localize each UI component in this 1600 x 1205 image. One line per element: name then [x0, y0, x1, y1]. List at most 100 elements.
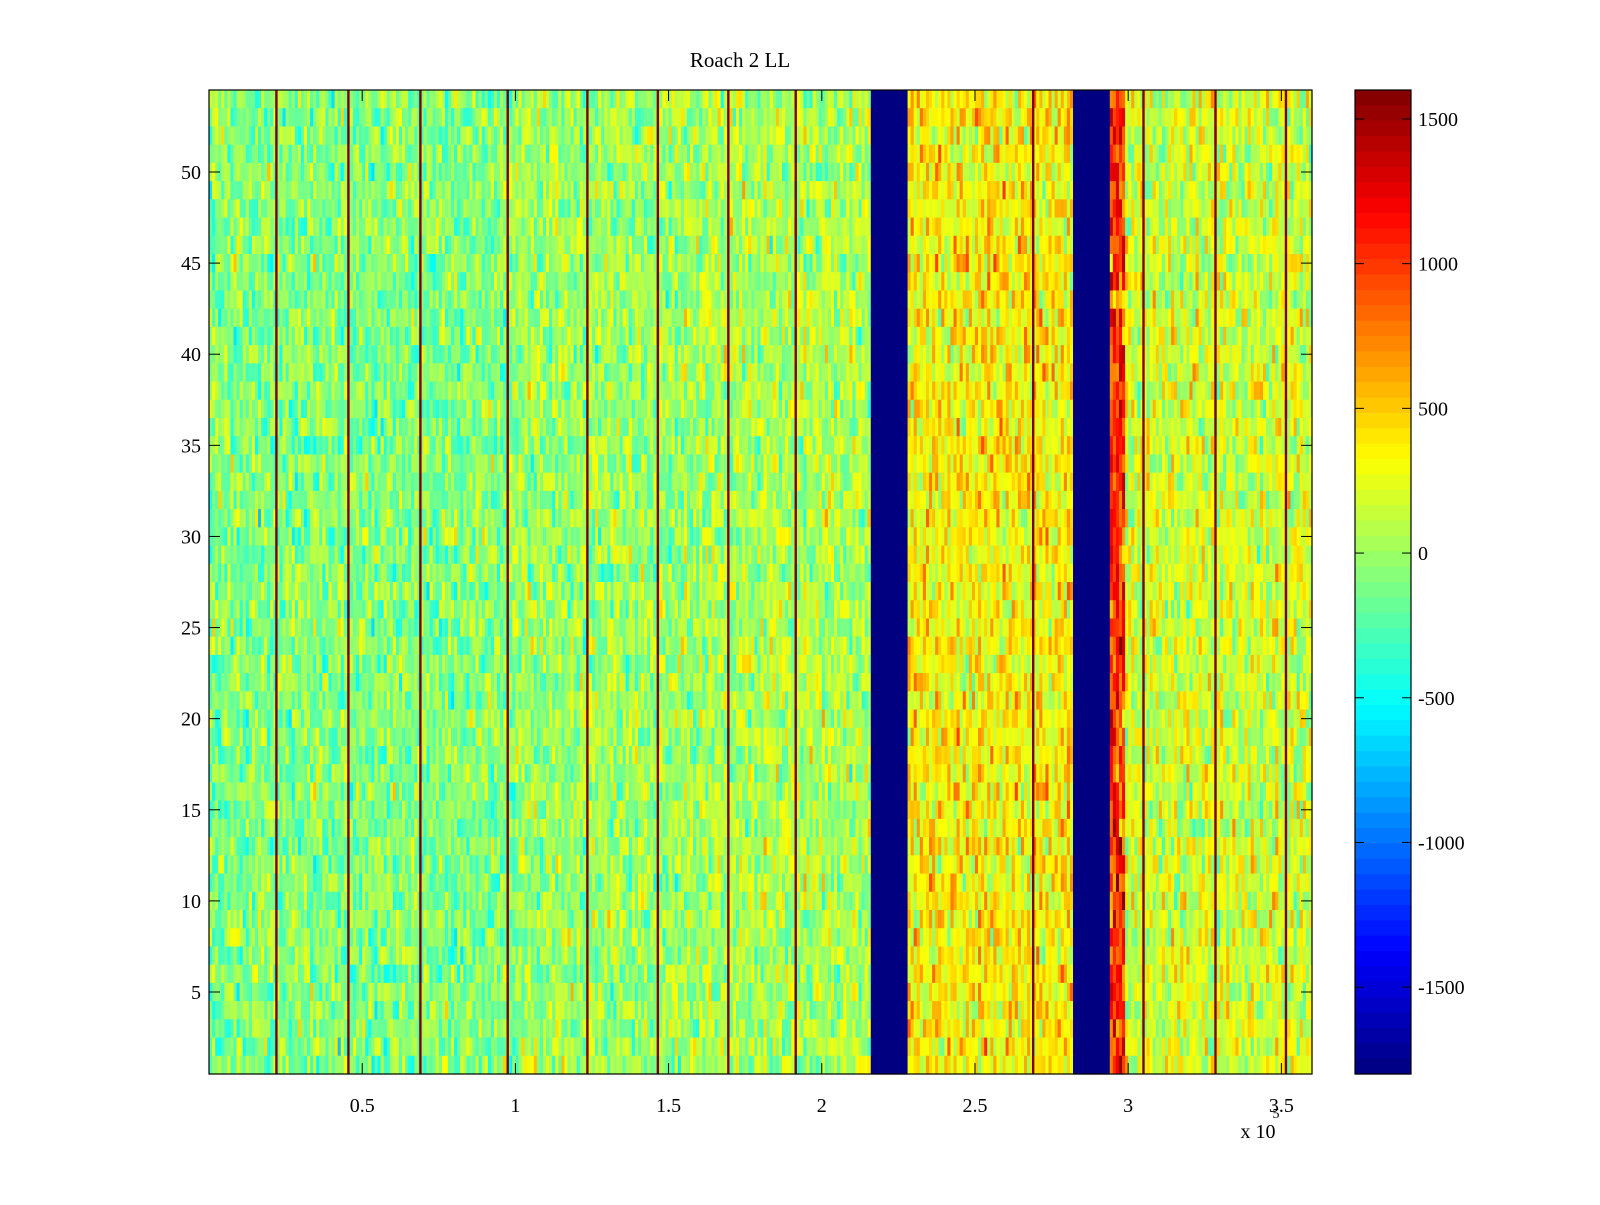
heatmap-cell: [696, 144, 700, 164]
heatmap-cell: [619, 144, 624, 164]
heatmap-cell: [224, 181, 228, 200]
heatmap-cell: [340, 199, 345, 219]
heatmap-cell: [310, 181, 314, 200]
heatmap-cell: [668, 108, 673, 128]
heatmap-cell: [447, 199, 452, 219]
heatmap-cell: [1020, 126, 1025, 146]
heatmap-cell: [809, 144, 814, 164]
heatmap-cell: [616, 199, 621, 219]
heatmap-cell: [631, 108, 636, 128]
heatmap-cell: [224, 90, 228, 109]
heatmap-cell: [1057, 162, 1062, 182]
heatmap-cell: [631, 144, 636, 164]
heatmap-cell: [1272, 90, 1276, 109]
heatmap-cell: [610, 181, 615, 200]
heatmap-cell: [539, 108, 544, 128]
heatmap-cell: [1011, 108, 1016, 128]
heatmap-cell: [297, 181, 302, 200]
heatmap-cell: [331, 144, 336, 164]
heatmap-cell: [389, 90, 394, 109]
heatmap-cell: [1161, 126, 1166, 146]
heatmap-cell: [772, 90, 777, 109]
heatmap-cell: [898, 162, 903, 182]
heatmap-cell: [1057, 181, 1062, 200]
heatmap-cell: [1011, 90, 1016, 109]
heatmap-cell: [267, 126, 271, 146]
heatmap-cell: [365, 199, 369, 219]
heatmap-cell: [1137, 181, 1142, 200]
heatmap-cell: [714, 181, 719, 200]
heatmap-cell: [221, 108, 225, 128]
heatmap-cell: [221, 144, 225, 164]
heatmap-cell: [463, 162, 467, 182]
heatmap-cell: [607, 144, 611, 164]
heatmap-cell: [1207, 90, 1212, 109]
heatmap-cell: [1042, 90, 1047, 109]
heatmap-cell: [830, 108, 835, 128]
heatmap-cell: [812, 90, 817, 109]
heatmap-cell: [1275, 144, 1279, 164]
heatmap-cell: [742, 126, 746, 146]
heatmap-cell: [438, 144, 443, 164]
heatmap-cell: [411, 199, 415, 219]
heatmap-cell: [938, 162, 942, 182]
heatmap-cell: [1079, 181, 1083, 200]
heatmap-cell: [1195, 181, 1200, 200]
heatmap-cell: [693, 90, 697, 109]
heatmap-cell: [466, 144, 471, 164]
heatmap-cell: [913, 108, 918, 128]
heatmap-cell: [549, 144, 553, 164]
heatmap-cell: [343, 108, 348, 128]
heatmap-cell: [356, 162, 360, 182]
heatmap-cell: [245, 162, 250, 182]
heatmap-cell: [1017, 162, 1022, 182]
heatmap-cell: [889, 90, 893, 109]
heatmap-cell: [239, 90, 244, 109]
heatmap-cell: [353, 126, 357, 146]
heatmap-cell: [690, 144, 694, 164]
heatmap-cell: [1183, 162, 1187, 182]
heatmap-cell: [481, 126, 486, 146]
heatmap-cell: [916, 90, 921, 109]
heatmap-cell: [248, 199, 253, 219]
heatmap-cell: [870, 126, 875, 146]
heatmap-cell: [1045, 90, 1050, 109]
heatmap-cell: [1287, 90, 1292, 109]
heatmap-cell: [490, 126, 495, 146]
heatmap-cell: [610, 126, 615, 146]
heatmap-cell: [895, 126, 899, 146]
heatmap-cell: [490, 199, 495, 219]
heatmap-cell: [1131, 144, 1135, 164]
heatmap-cell: [518, 181, 523, 200]
heatmap-cell: [895, 108, 899, 128]
heatmap-cell: [1115, 144, 1120, 164]
heatmap-cell: [693, 126, 697, 146]
heatmap-cell: [1226, 90, 1230, 109]
heatmap-cell: [1192, 108, 1197, 128]
heatmap-cell: [720, 108, 725, 128]
heatmap-cell: [579, 108, 584, 128]
heatmap-cell: [1210, 144, 1215, 164]
heatmap-cell: [1060, 181, 1065, 200]
heatmap-cell: [300, 126, 305, 146]
heatmap-cell: [696, 126, 700, 146]
heatmap-cell: [680, 162, 685, 182]
heatmap-cell: [785, 108, 789, 128]
heatmap-cell: [1155, 90, 1160, 109]
heatmap-cell: [797, 108, 801, 128]
heatmap-cell: [668, 126, 673, 146]
heatmap-cell: [420, 181, 425, 200]
heatmap-cell: [1241, 108, 1246, 128]
heatmap-cell: [224, 199, 228, 219]
heatmap-cell: [1164, 162, 1169, 182]
heatmap-cell: [1174, 181, 1178, 200]
heatmap-cell: [1272, 126, 1276, 146]
heatmap-cell: [555, 181, 559, 200]
heatmap-cell: [981, 108, 985, 128]
heatmap-cell: [441, 199, 446, 219]
heatmap-cell: [864, 162, 869, 182]
heatmap-cell: [558, 90, 562, 109]
heatmap-cell: [1051, 181, 1056, 200]
heatmap-cell: [1060, 144, 1065, 164]
heatmap-cell: [463, 90, 467, 109]
